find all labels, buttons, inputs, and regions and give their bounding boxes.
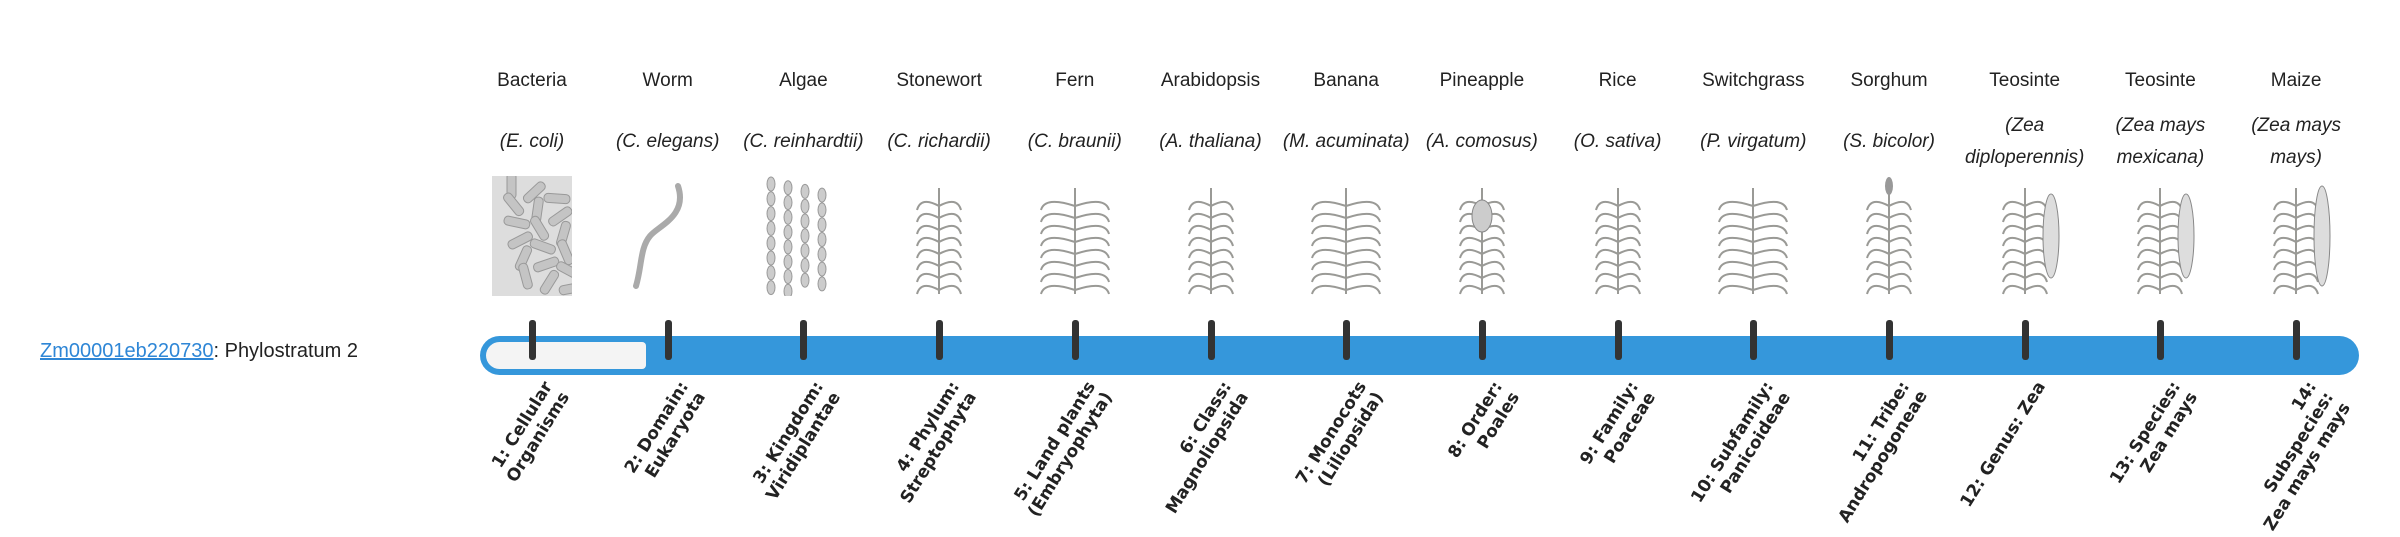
- gene-id-link[interactable]: Zm00001eb220730: [40, 340, 214, 362]
- stratum-label: 7: Monocots (Liliopsida): [1292, 378, 1389, 491]
- scientific-name-text: (S. bicolor): [1843, 131, 1935, 152]
- organism-common-name: Bacteria: [497, 70, 567, 91]
- phylostratum-bar: [480, 336, 2359, 375]
- organism-common-name: Maize: [2270, 70, 2322, 91]
- gene-phylostratum-label: Zm00001eb220730: Phylostratum 2: [40, 340, 358, 363]
- teosinte-illustration-icon: [2001, 188, 2060, 295]
- scientific-name-text: (M. acuminata): [1282, 131, 1410, 152]
- phylostratum-text: : Phylostratum 2: [213, 340, 358, 362]
- organism-scientific-name: (E. coli): [464, 110, 600, 174]
- scientific-name-text: (Zea mays mays): [2251, 115, 2341, 168]
- organism-scientific-name: (C. richardii): [871, 110, 1007, 174]
- scientific-name-text: (C. braunii): [1027, 131, 1122, 152]
- organism-common-name: Teosinte: [1989, 70, 2061, 91]
- organism-scientific-name: (Zea mays mexicana): [2092, 110, 2228, 174]
- scientific-name-text: (O. sativa): [1573, 131, 1662, 152]
- scientific-name-text: (P. virgatum): [1700, 131, 1807, 152]
- scientific-name-text: (E. coli): [499, 131, 565, 152]
- organism-common-name: Switchgrass: [1702, 70, 1805, 91]
- bacteria-illustration-icon: [492, 176, 572, 296]
- scientific-name-text: (Zea mays mexicana): [2115, 115, 2206, 168]
- organism-common-name: Rice: [1598, 70, 1637, 91]
- stratum-tick: [1750, 320, 1758, 360]
- scientific-name-text: (C. elegans): [615, 131, 720, 152]
- organism-common-name: Arabidopsis: [1160, 70, 1261, 91]
- stratum-tick: [1071, 320, 1079, 360]
- organism-common-name: Teosinte: [2125, 70, 2196, 91]
- stratum-label: 2: Domain: Eukaryota: [620, 378, 710, 482]
- stratum-tick: [664, 320, 672, 360]
- stratum-tick: [529, 320, 536, 360]
- stratum-tick: [1614, 320, 1622, 360]
- organism-common-name: Sorghum: [1850, 70, 1928, 91]
- stratum-tick: [1478, 320, 1486, 360]
- organism-scientific-name: (A. comosus): [1414, 110, 1550, 174]
- arabidopsis-illustration-icon: [1187, 188, 1234, 295]
- rice-illustration-icon: [1594, 188, 1641, 295]
- worm-illustration-icon: [632, 183, 683, 289]
- stratum-label: 10: Subfamily: Panicoideae: [1687, 378, 1796, 507]
- organism-common-name: Pineapple: [1439, 70, 1525, 91]
- stratum-label: 6: Class: Magnoliopsida: [1161, 378, 1253, 518]
- teosinte-illustration-icon: [2137, 188, 2195, 295]
- stratum-tick: [2293, 320, 2301, 360]
- organism-scientific-name: (A. thaliana): [1143, 110, 1279, 174]
- phylostratum-fill: [486, 342, 646, 369]
- stratum-label: 5: Land plants (Embryophyta): [1010, 378, 1117, 521]
- organism-scientific-name: (Zea mays mays): [2228, 110, 2364, 174]
- scientific-name-text: (A. thaliana): [1159, 131, 1262, 152]
- sorghum-illustration-icon: [1866, 177, 1912, 295]
- scientific-name-text: (C. reinhardtii): [743, 131, 864, 152]
- organism-scientific-name: (P. virgatum): [1685, 110, 1821, 174]
- stratum-label: 9: Family: Poaceae: [1575, 378, 1660, 469]
- stratum-label: 1: Cellular Organisms: [488, 378, 574, 487]
- organism-scientific-name: (M. acuminata): [1278, 110, 1414, 174]
- fern-illustration-icon: [1039, 188, 1110, 295]
- stratum-label: 3: Kingdom: Viridiplantae: [749, 378, 846, 505]
- stratum-label: 4: Phylum: Streptophyta: [892, 378, 982, 508]
- organism-scientific-name: (C. braunii): [1007, 110, 1143, 174]
- stratum-tick: [1343, 320, 1351, 360]
- stratum-label: 8: Order: Poales: [1444, 378, 1524, 462]
- switchgrass-illustration-icon: [1718, 188, 1789, 295]
- organism-scientific-name: (C. reinhardtii): [735, 110, 871, 174]
- stratum-tick: [800, 320, 808, 360]
- stratum-label: 14: Subspecies: Zea mays mays: [2260, 378, 2355, 535]
- organism-common-name: Stonewort: [896, 70, 982, 91]
- organism-scientific-name: (O. sativa): [1550, 110, 1686, 174]
- stonewort-illustration-icon: [916, 188, 963, 295]
- stratum-tick: [936, 320, 944, 360]
- stratum-tick: [1886, 320, 1893, 360]
- scientific-name-text: (Zea diploperennis): [1965, 115, 2085, 168]
- stratum-label: 12: Genus: Zea: [1956, 378, 2050, 511]
- algae-illustration-icon: [766, 176, 827, 296]
- banana-illustration-icon: [1311, 188, 1382, 295]
- stratum-tick: [1207, 320, 1215, 360]
- stratum-tick: [2157, 320, 2165, 360]
- organism-scientific-name: (C. elegans): [600, 110, 736, 174]
- scientific-name-text: (A. comosus): [1425, 131, 1538, 152]
- organism-common-name: Algae: [779, 70, 828, 91]
- organism-common-name: Banana: [1313, 70, 1379, 91]
- organism-scientific-name: (S. bicolor): [1821, 110, 1957, 174]
- stratum-tick: [2021, 320, 2029, 360]
- stratum-label: 13: Species: Zea mays: [2106, 378, 2203, 488]
- stratum-label: 11: Tribe: Andropogoneae: [1834, 378, 1932, 527]
- scientific-name-text: (C. richardii): [887, 131, 991, 152]
- organism-common-name: Fern: [1055, 70, 1095, 91]
- maize-illustration-icon: [2273, 185, 2331, 295]
- pineapple-illustration-icon: [1458, 188, 1505, 295]
- organism-common-name: Worm: [642, 70, 693, 91]
- organism-scientific-name: (Zea diploperennis): [1957, 110, 2093, 174]
